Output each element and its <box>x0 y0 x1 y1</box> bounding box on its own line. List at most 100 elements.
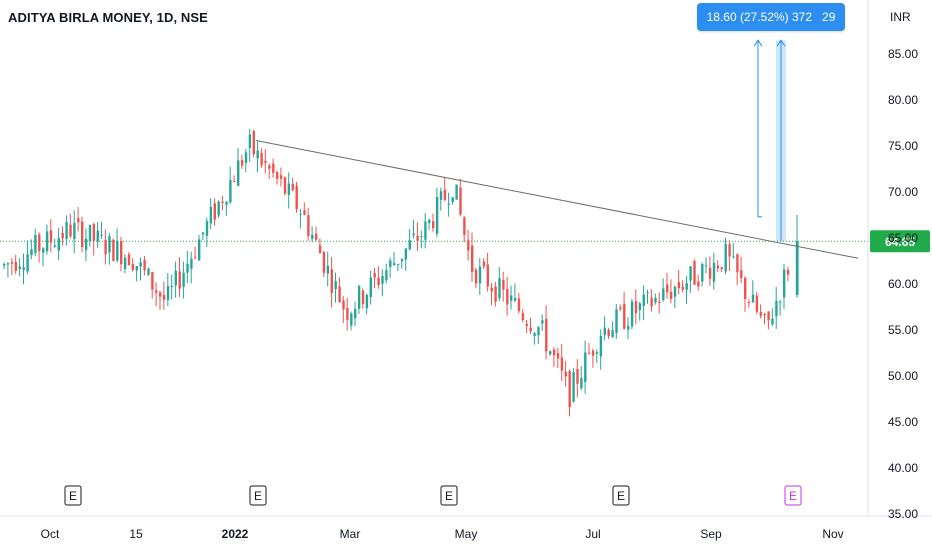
candle-up[interactable] <box>248 128 252 162</box>
candle-up[interactable] <box>642 285 645 321</box>
candle-up[interactable] <box>615 304 618 339</box>
candle-down[interactable] <box>521 309 525 323</box>
candle-down[interactable] <box>159 290 162 310</box>
candle-up[interactable] <box>365 293 369 315</box>
candle-down[interactable] <box>708 256 712 287</box>
candle-down[interactable] <box>474 267 478 289</box>
candle-up[interactable] <box>595 349 599 363</box>
candle-up[interactable] <box>775 286 778 329</box>
candle-up[interactable] <box>439 187 443 211</box>
candle-down[interactable] <box>697 274 700 291</box>
candle-up[interactable] <box>357 284 361 314</box>
candle-down[interactable] <box>104 229 107 265</box>
candle-down[interactable] <box>416 222 419 252</box>
candle-down[interactable] <box>763 312 766 325</box>
candle-down[interactable] <box>588 342 591 355</box>
candle-up[interactable] <box>209 198 213 230</box>
candle-up[interactable] <box>116 228 119 263</box>
candle-up[interactable] <box>57 228 60 260</box>
candle-up[interactable] <box>428 218 431 230</box>
candle-down[interactable] <box>77 207 80 232</box>
candle-up[interactable] <box>498 267 501 302</box>
candle-down[interactable] <box>591 348 595 368</box>
candle-up[interactable] <box>396 263 400 271</box>
candle-down[interactable] <box>279 167 283 187</box>
candle-up[interactable] <box>751 280 755 303</box>
candle-down[interactable] <box>658 292 661 314</box>
candle-down[interactable] <box>338 277 341 303</box>
candle-down[interactable] <box>747 299 751 308</box>
candle-up[interactable] <box>389 257 392 278</box>
candle-up[interactable] <box>369 270 372 305</box>
candle-up[interactable] <box>334 272 337 303</box>
candle-up[interactable] <box>712 252 716 290</box>
resistance-trendline[interactable] <box>255 139 859 259</box>
candle-down[interactable] <box>112 238 115 262</box>
candle-up[interactable] <box>186 250 189 284</box>
candle-up[interactable] <box>123 254 127 274</box>
candle-down[interactable] <box>260 148 263 168</box>
candle-down[interactable] <box>10 258 14 276</box>
candle-up[interactable] <box>572 368 575 403</box>
candle-up[interactable] <box>147 267 150 276</box>
candle-down[interactable] <box>502 271 505 302</box>
candle-up[interactable] <box>73 210 76 254</box>
candle-up[interactable] <box>424 213 427 249</box>
candle-down[interactable] <box>361 288 365 309</box>
candle-up[interactable] <box>408 228 411 251</box>
candle-up[interactable] <box>393 252 396 266</box>
candle-up[interactable] <box>451 196 454 205</box>
candle-down[interactable] <box>38 232 41 263</box>
candle-down[interactable] <box>490 283 493 305</box>
candle-up[interactable] <box>3 262 6 270</box>
candle-down[interactable] <box>264 149 267 174</box>
candle-down[interactable] <box>240 154 244 169</box>
candle-down[interactable] <box>607 328 610 339</box>
candle-down[interactable] <box>303 202 306 216</box>
candle-down[interactable] <box>276 170 279 185</box>
candle-up[interactable] <box>217 200 220 218</box>
candle-down[interactable] <box>61 226 64 246</box>
candle-up[interactable] <box>478 257 482 295</box>
candle-up[interactable] <box>135 265 138 282</box>
candle-down[interactable] <box>650 289 653 312</box>
candle-up[interactable] <box>689 265 692 293</box>
candle-down[interactable] <box>759 304 762 319</box>
candle-up[interactable] <box>96 222 99 249</box>
candle-up[interactable] <box>638 301 642 321</box>
candle-up[interactable] <box>385 263 388 284</box>
candle-up[interactable] <box>299 208 302 229</box>
candle-up[interactable] <box>783 263 786 310</box>
candle-up[interactable] <box>779 300 782 316</box>
candle-up[interactable] <box>30 239 33 260</box>
earnings-marker[interactable]: E <box>249 485 267 506</box>
candle-up[interactable] <box>404 248 408 272</box>
candle-down[interactable] <box>307 207 310 241</box>
candle-up[interactable] <box>455 184 458 200</box>
candle-down[interactable] <box>506 276 509 316</box>
candle-down[interactable] <box>14 254 18 275</box>
candle-down[interactable] <box>467 229 470 261</box>
candle-up[interactable] <box>174 261 177 298</box>
candle-down[interactable] <box>716 260 720 273</box>
earnings-marker[interactable]: E <box>440 485 458 506</box>
candle-down[interactable] <box>81 216 84 253</box>
candle-up[interactable] <box>34 228 37 257</box>
candle-up[interactable] <box>201 231 205 241</box>
measure-badge[interactable]: 18.60 (27.52%) 372 29 <box>697 3 845 31</box>
candle-down[interactable] <box>92 222 96 256</box>
candle-down[interactable] <box>268 163 271 180</box>
candle-down[interactable] <box>525 319 528 334</box>
candle-down[interactable] <box>178 257 181 297</box>
candle-up[interactable] <box>673 285 677 309</box>
candle-down[interactable] <box>377 266 380 289</box>
candle-down[interactable] <box>545 305 548 360</box>
candle-up[interactable] <box>229 166 232 204</box>
candle-up[interactable] <box>88 224 92 247</box>
candle-down[interactable] <box>120 236 123 272</box>
candle-up[interactable] <box>584 340 587 394</box>
candle-up[interactable] <box>701 262 704 287</box>
candle-up[interactable] <box>326 251 330 287</box>
candle-up[interactable] <box>447 192 450 217</box>
